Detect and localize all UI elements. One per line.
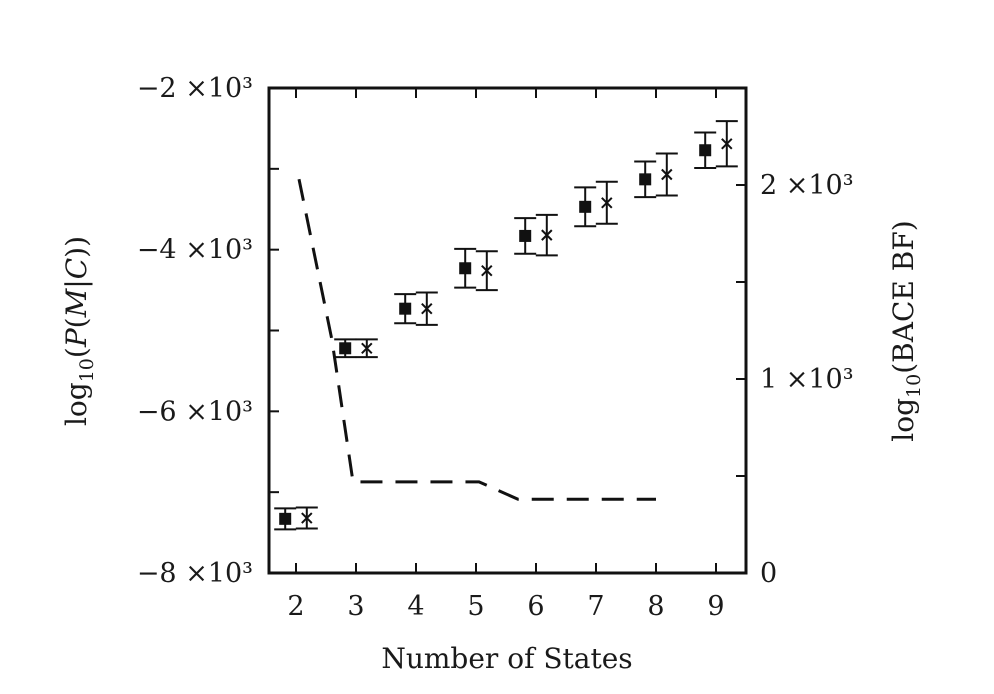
y-tick-label-left: −8 ×10³: [137, 558, 253, 589]
data-point-x: [421, 302, 433, 315]
data-point-square: [579, 200, 592, 213]
data-point-x: [601, 197, 613, 209]
data-point-x: [301, 512, 313, 524]
data-point-square: [459, 262, 472, 275]
data-point-square: [519, 229, 532, 242]
axis-ticks: [269, 87, 746, 574]
data-point-x: [481, 264, 493, 277]
y-tick-label-right: 1 ×10³: [760, 364, 854, 395]
plot-frame: [267, 86, 748, 575]
data-point-square: [399, 302, 412, 315]
x-tick-label: 5: [467, 591, 484, 622]
x-tick-label: 9: [707, 591, 724, 622]
data-point-square: [699, 144, 712, 157]
data-point-x: [661, 168, 673, 181]
x-tick-label: 8: [647, 591, 664, 622]
data-point-x: [721, 138, 733, 150]
x-tick-label: 3: [347, 591, 364, 622]
data-point-x: [361, 342, 373, 354]
x-tick-label: 6: [527, 591, 544, 622]
data-point-square: [639, 173, 652, 186]
x-axis-label: Number of States: [381, 642, 632, 675]
plot-marks: [274, 120, 738, 531]
bf-dashed-line: [297, 178, 656, 501]
data-point-square: [279, 512, 292, 525]
tick-labels: 2 3 4 5 6 7 8 9 −8 ×10³ −6 ×10³ −4 ×10³ −2 ×10³ 0 1 ×…: [137, 73, 854, 622]
y-axis-label-left: log10(P(M|C)): [60, 236, 98, 426]
y-tick-label-left: −2 ×10³: [137, 73, 253, 104]
data-point-x: [541, 229, 553, 241]
y-tick-label-left: −6 ×10³: [137, 396, 253, 427]
y-tick-label-left: −4 ×10³: [137, 235, 253, 266]
x-tick-label: 4: [407, 591, 424, 622]
y-axis-label-right: log10(BACE BF): [887, 220, 925, 441]
x-tick-label: 7: [587, 591, 604, 622]
data-point-square: [339, 342, 352, 355]
x-tick-label: 2: [287, 591, 304, 622]
y-tick-label-right: 2 ×10³: [760, 170, 854, 201]
y-tick-label-right: 0: [760, 558, 777, 589]
